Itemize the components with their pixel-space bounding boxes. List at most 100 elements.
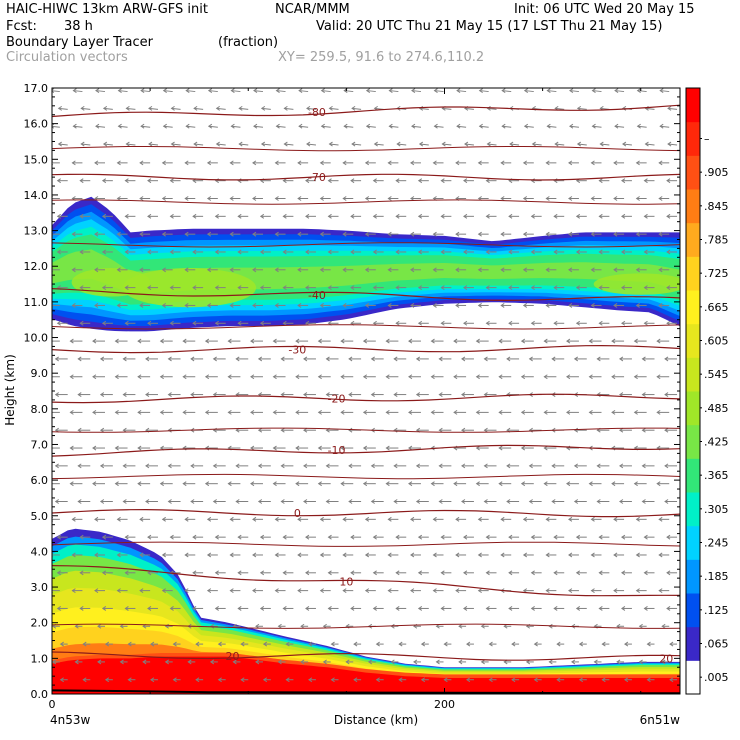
vector-head <box>260 105 266 111</box>
vector-shaft <box>668 143 678 146</box>
vector-head <box>116 588 121 594</box>
vector-head <box>432 160 437 166</box>
vector-head <box>277 623 282 629</box>
vector-shaft <box>510 143 520 146</box>
vector-head <box>643 570 648 576</box>
vector-shaft <box>186 125 196 128</box>
vector-head <box>137 338 142 344</box>
vector-head <box>212 392 217 397</box>
vector-head <box>317 481 322 487</box>
vector-shaft <box>141 90 151 93</box>
vector-shaft <box>479 90 489 93</box>
vector-head <box>214 534 219 540</box>
vector-shaft <box>344 125 354 128</box>
vector-head <box>74 623 79 629</box>
vector-head <box>164 659 169 665</box>
vector-head <box>295 445 300 451</box>
vector-head <box>147 213 152 219</box>
vector-head <box>116 516 121 522</box>
contour-label: -10 <box>328 444 346 457</box>
vector-head <box>187 659 192 665</box>
contour-line <box>52 427 680 433</box>
vector-head <box>317 338 322 344</box>
vector-head <box>477 588 482 594</box>
vector-head <box>94 588 99 594</box>
vector-head <box>257 499 263 504</box>
vector-head <box>184 516 189 522</box>
vector-head <box>522 267 528 273</box>
vector-head <box>227 409 232 415</box>
vector-head <box>145 463 150 469</box>
vector-head <box>340 338 345 344</box>
vector-head <box>644 141 649 147</box>
vector-head <box>370 356 375 362</box>
vector-head <box>327 285 332 291</box>
vector-shaft <box>58 143 68 146</box>
vector-head <box>102 105 108 111</box>
contour-line <box>52 473 680 480</box>
contour-line <box>52 324 680 330</box>
vector-head <box>669 677 674 683</box>
vector-shaft <box>645 143 655 146</box>
vector-head <box>240 677 245 683</box>
vector-head <box>455 160 460 166</box>
vector-shaft <box>569 125 579 128</box>
vector-head <box>282 606 287 611</box>
vector-head <box>375 677 380 683</box>
vector-head <box>643 606 648 611</box>
vector-head <box>127 677 132 683</box>
vector-shaft <box>464 107 474 110</box>
colorbar-swatch <box>686 593 700 628</box>
vector-head <box>362 409 368 415</box>
vector-head <box>385 445 390 451</box>
vector-head <box>575 606 581 611</box>
vector-shaft <box>103 143 113 146</box>
vector-head <box>508 213 513 219</box>
vector-head <box>252 267 257 273</box>
vector-head <box>433 88 438 93</box>
vector-head <box>477 516 482 522</box>
vector-head <box>461 427 466 433</box>
vector-head <box>150 641 155 647</box>
vector-head <box>71 231 76 237</box>
vector-head <box>500 231 505 237</box>
vector-head <box>102 141 108 147</box>
vector-head <box>568 303 573 308</box>
vector-head <box>274 231 279 237</box>
vector-head <box>193 105 198 111</box>
vector-head <box>320 88 325 93</box>
vector-head <box>591 88 596 93</box>
vector-head <box>509 141 514 147</box>
vector-shaft <box>216 107 226 110</box>
vector-head <box>463 213 468 219</box>
vector-shaft <box>592 125 602 128</box>
vector-head <box>624 641 629 647</box>
colorbar-label: .065 <box>704 638 729 651</box>
y-tick-label: 11.0 <box>24 296 49 309</box>
vectors-label: Circulation vectors <box>6 50 128 65</box>
vector-shaft <box>592 90 602 93</box>
vector-head <box>666 320 671 326</box>
vector-head <box>283 141 288 147</box>
vector-head <box>546 88 551 93</box>
vector-head <box>342 231 347 237</box>
vector-head <box>272 481 277 487</box>
vector-head <box>317 445 322 451</box>
vector-head <box>170 141 175 147</box>
vector-head <box>664 356 669 362</box>
vector-head <box>498 481 503 487</box>
vector-head <box>161 516 166 522</box>
vector-head <box>486 141 491 147</box>
vector-head <box>508 320 513 326</box>
vector-head <box>147 249 152 255</box>
vector-head <box>611 338 616 344</box>
vector-head <box>139 160 144 166</box>
vector-head <box>666 178 671 184</box>
vector-head <box>259 606 265 611</box>
vector-head <box>305 570 310 576</box>
vector-head <box>463 249 468 255</box>
vector-head <box>485 606 490 611</box>
vector-head <box>658 160 663 166</box>
vector-shaft <box>95 125 106 128</box>
vector-head <box>643 320 648 326</box>
